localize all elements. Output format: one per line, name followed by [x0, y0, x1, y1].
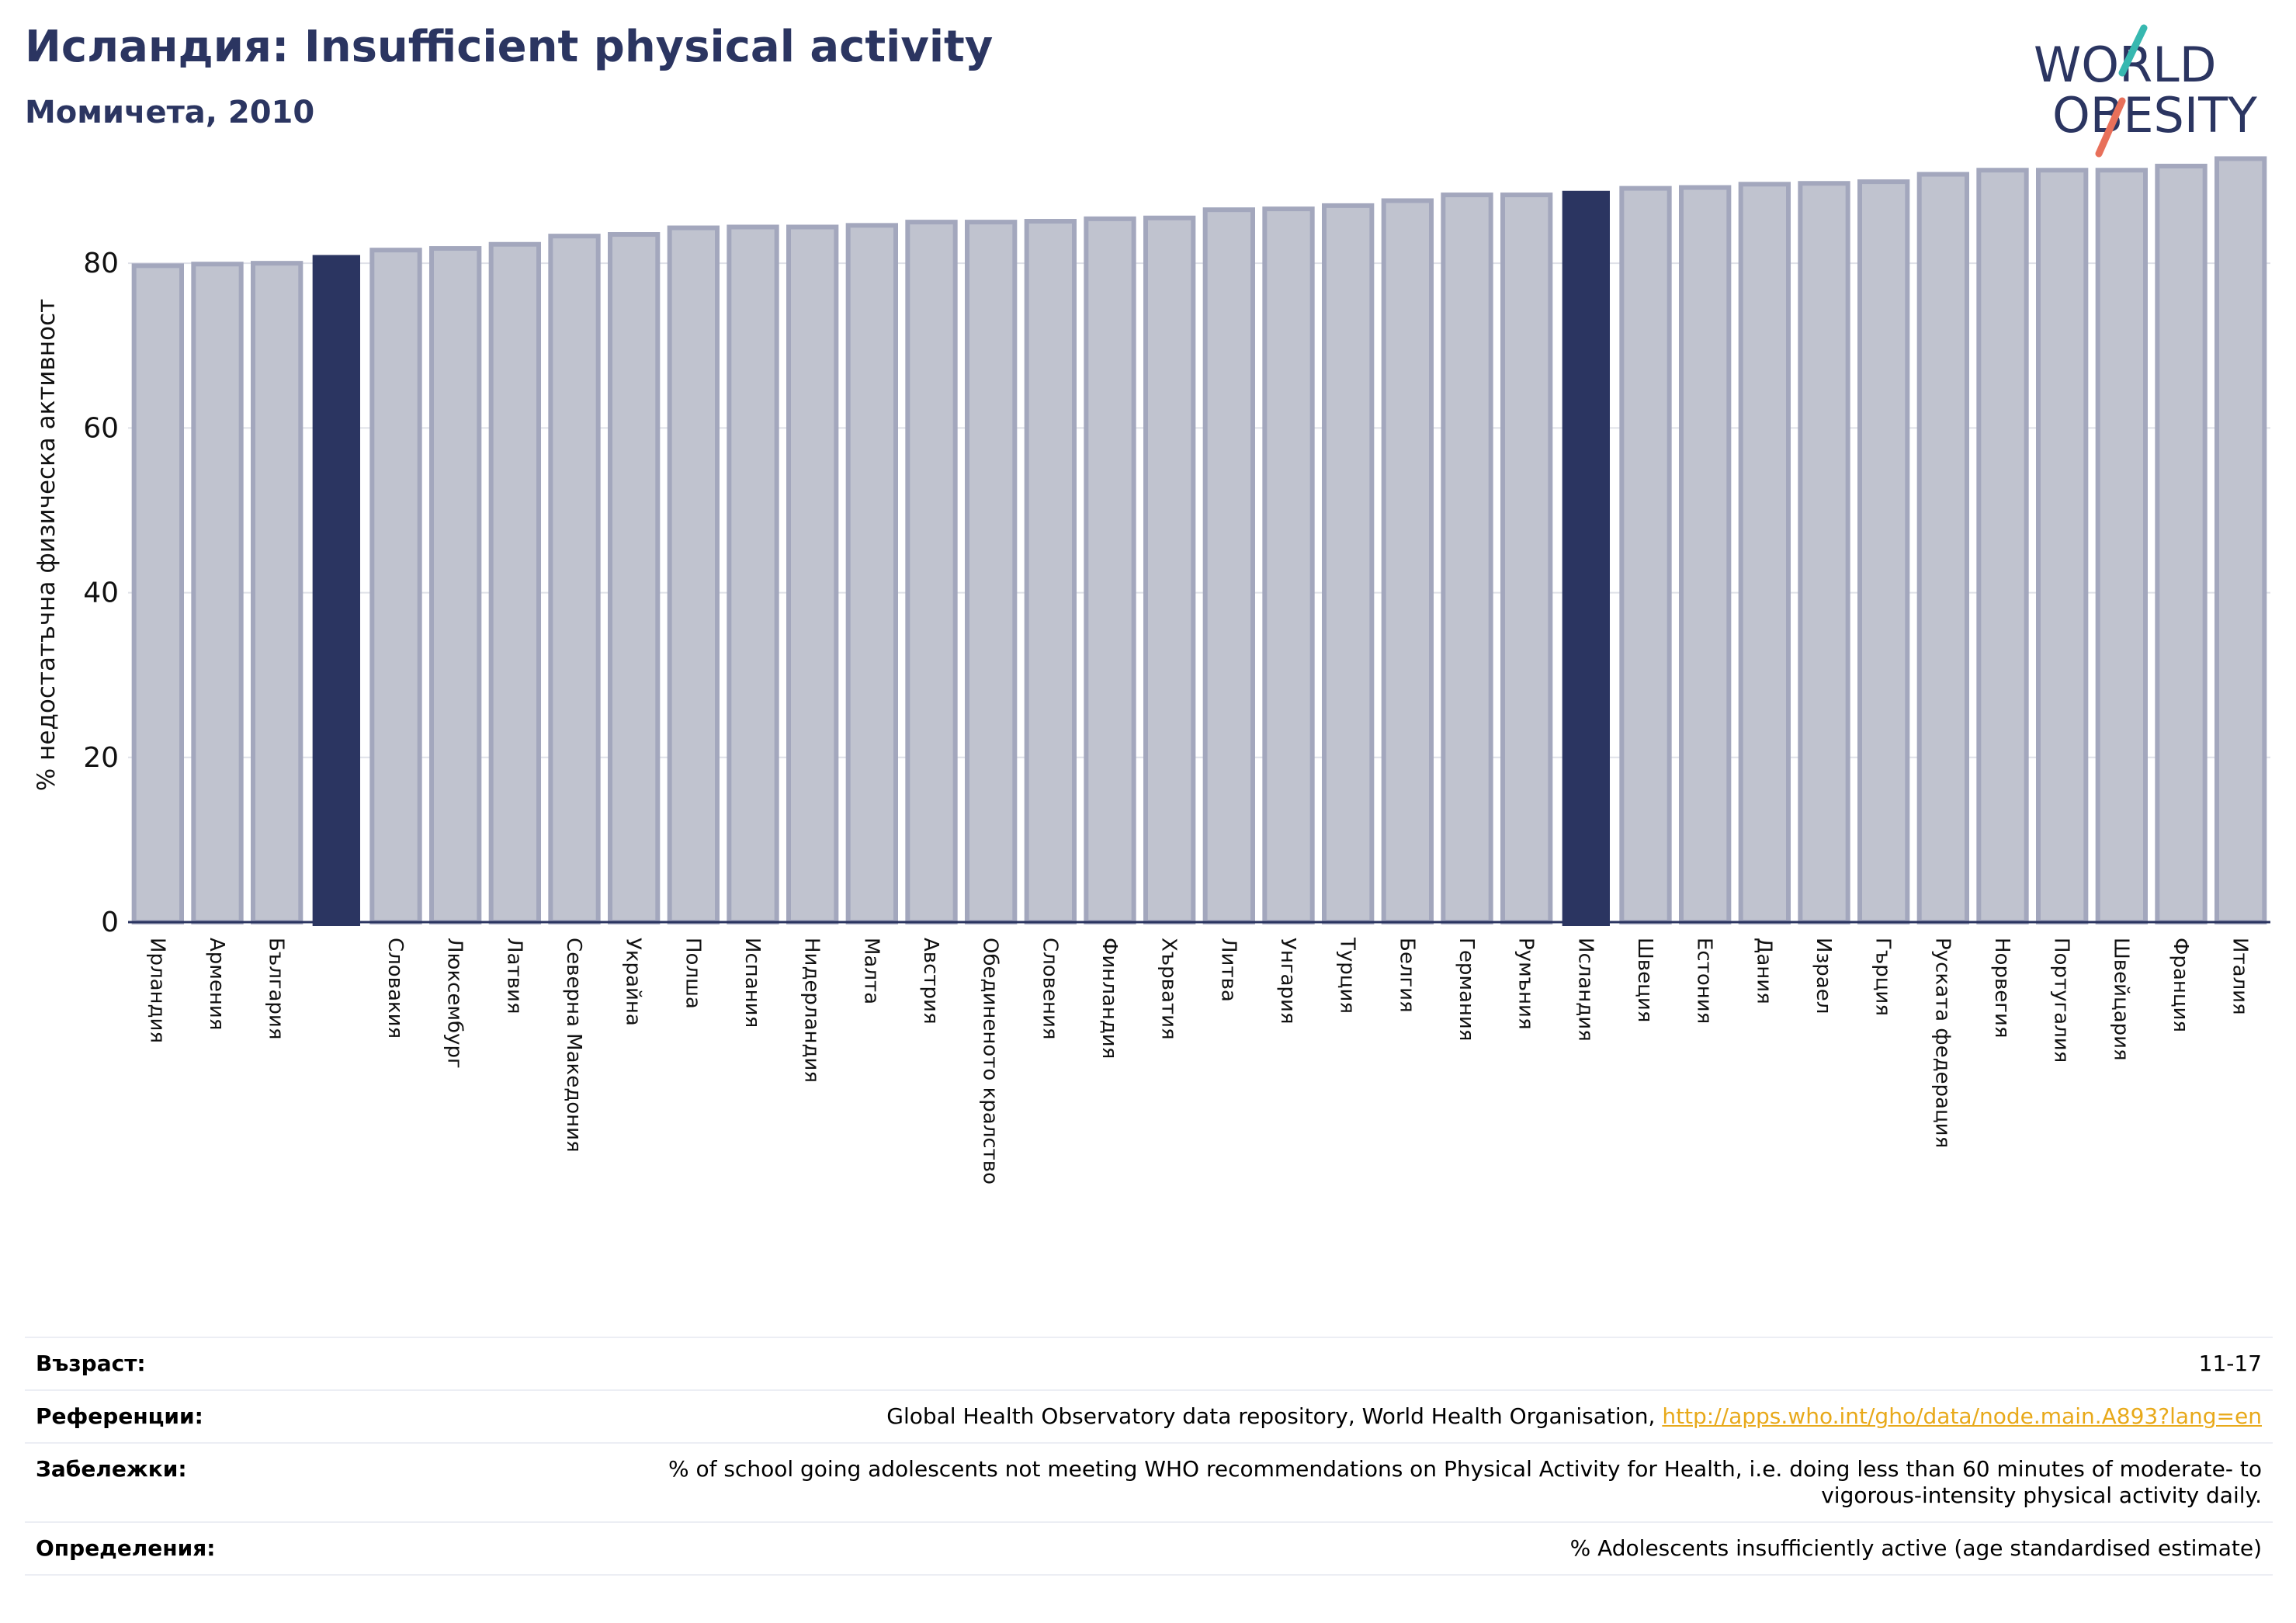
- y-axis-label: % недостатъчна физическа активност: [33, 299, 61, 791]
- x-tick-label: Исландия: [1573, 938, 1597, 1042]
- bar: [1976, 168, 2029, 924]
- bar: [1916, 172, 1970, 924]
- bar: [2214, 156, 2267, 924]
- bar: [1084, 216, 1136, 925]
- world-obesity-logo: WORLD OBESITY: [2034, 24, 2257, 158]
- bar: [1441, 192, 1493, 925]
- bar: [727, 224, 779, 925]
- info-key-definitions: Определения:: [36, 1535, 216, 1561]
- logo-slash-coral: [2095, 97, 2126, 158]
- x-tick-label: Румъния: [1514, 938, 1538, 1030]
- logo-line2: OBESITY: [2052, 87, 2257, 144]
- x-tick-label: Израел: [1812, 938, 1835, 1014]
- bar: [488, 241, 542, 925]
- bar: [845, 223, 898, 924]
- bar-highlighted: [1562, 190, 1610, 926]
- bar: [2036, 168, 2089, 924]
- x-tick-label: Нидерландия: [800, 938, 824, 1083]
- bar: [786, 224, 839, 925]
- x-tick-label: Франция: [2169, 938, 2192, 1032]
- x-tick-label: Малта: [859, 938, 883, 1004]
- info-table: Възраст: 11-17 Референции: Global Health…: [25, 1337, 2273, 1576]
- bar: [548, 234, 601, 925]
- bar: [1024, 219, 1077, 925]
- x-tick-label: Австрия: [919, 938, 942, 1025]
- bar: [369, 248, 422, 925]
- bar: [1738, 182, 1791, 925]
- x-tick-label: Полша: [681, 938, 704, 1009]
- bar: [131, 263, 185, 924]
- x-tick-label: Германия: [1455, 938, 1478, 1041]
- x-tick-label: Люксембург: [443, 938, 466, 1069]
- bar: [1679, 185, 1732, 924]
- y-tick-label: 0: [101, 907, 119, 938]
- bar: [251, 261, 303, 924]
- info-row-age: Възраст: 11-17: [25, 1338, 2273, 1391]
- y-tick-label: 20: [83, 742, 119, 774]
- page-subtitle: Момичета, 2010: [25, 95, 315, 130]
- bar: [608, 232, 661, 924]
- bar: [1322, 203, 1375, 924]
- x-tick-label: Словения: [1038, 938, 1061, 1040]
- references-text: Global Health Observatory data repositor…: [886, 1403, 1663, 1429]
- x-tick-label: Руската федерация: [1930, 938, 1954, 1148]
- x-tick-label: Обединеното кралство: [979, 938, 1002, 1184]
- x-tick-label: Гърция: [1871, 938, 1895, 1016]
- references-link[interactable]: http://apps.who.int/gho/data/node.main.A…: [1662, 1403, 2262, 1429]
- info-key-references: Референции:: [36, 1403, 203, 1429]
- bar: [1143, 215, 1196, 924]
- x-tick-label: Литва: [1216, 938, 1240, 1002]
- x-tick-label: Турция: [1336, 937, 1359, 1014]
- page-title: Исландия: Insufficient physical activity: [25, 22, 994, 72]
- info-value-notes: % of school going adolescents not meetin…: [668, 1456, 2262, 1508]
- bar: [1857, 179, 1910, 924]
- bar: [2155, 163, 2208, 925]
- bar-highlighted: [312, 255, 360, 926]
- bar: [1619, 186, 1672, 924]
- x-tick-label: Словакия: [383, 938, 407, 1039]
- x-tick-label: Армения: [205, 938, 228, 1030]
- bar: [1202, 207, 1255, 925]
- logo-slash-teal: [2118, 24, 2148, 77]
- bar: [1500, 192, 1553, 925]
- bar: [905, 220, 958, 924]
- x-tick-label: Унгария: [1276, 938, 1299, 1024]
- x-tick-label: Латвия: [502, 938, 525, 1014]
- x-tick-label: Португалия: [2050, 938, 2073, 1063]
- bar: [1381, 198, 1434, 924]
- bar: [191, 262, 244, 924]
- info-key-notes: Забележки:: [36, 1456, 187, 1482]
- info-row-definitions: Определения: % Adolescents insufficientl…: [25, 1523, 2273, 1576]
- info-row-notes: Забележки: % of school going adolescents…: [25, 1444, 2273, 1523]
- x-tick-label: Финландия: [1098, 938, 1121, 1059]
- x-tick-label: България: [265, 938, 288, 1039]
- x-tick-label: Дания: [1752, 938, 1775, 1004]
- x-tick-label: Естония: [1693, 938, 1716, 1024]
- bar: [667, 225, 720, 924]
- bar: [1798, 181, 1850, 925]
- bar-chart: 0 20 40 60 80 % недостатъчна физическа активн…: [33, 156, 2270, 1184]
- info-row-references: Референции: Global Health Observatory da…: [25, 1391, 2273, 1444]
- y-tick-label: 80: [83, 248, 119, 279]
- x-tick-label: Швеция: [1633, 938, 1656, 1022]
- y-tick-label: 40: [83, 577, 119, 609]
- bar: [2095, 168, 2149, 924]
- x-tick-label: Белгия: [1395, 938, 1418, 1013]
- bar: [429, 246, 482, 924]
- x-tick-label: Швейцария: [2109, 938, 2132, 1061]
- x-tick-label: Северна Македония: [562, 938, 585, 1153]
- bar: [965, 220, 1018, 924]
- info-key-age: Възраст:: [36, 1351, 146, 1376]
- x-tick-label: Испания: [740, 938, 764, 1028]
- x-tick-label: Хърватия: [1157, 938, 1181, 1040]
- info-value-age: 11-17: [2198, 1351, 2262, 1376]
- x-tick-label: Италия: [2228, 938, 2252, 1015]
- info-value-definitions: % Adolescents insufficiently active (age…: [1569, 1535, 2262, 1561]
- x-tick-label: Ирландия: [145, 938, 168, 1043]
- bar: [1262, 206, 1315, 924]
- x-tick-label: Норвегия: [1990, 938, 2013, 1038]
- y-tick-label: 60: [83, 412, 119, 444]
- x-tick-label: Украйна: [622, 938, 645, 1026]
- info-value-references: Global Health Observatory data repositor…: [886, 1403, 2262, 1430]
